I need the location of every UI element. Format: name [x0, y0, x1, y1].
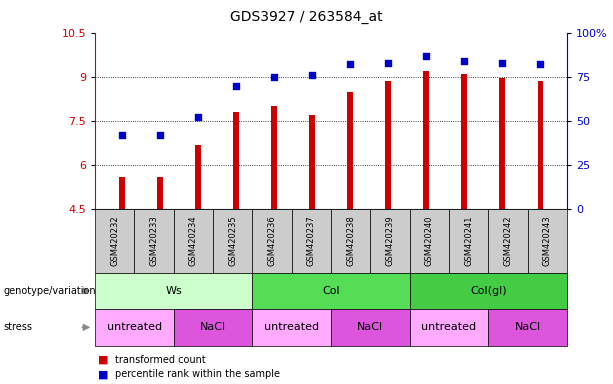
Bar: [331, 209, 370, 273]
Text: GSM420243: GSM420243: [543, 216, 552, 266]
Text: Ws: Ws: [166, 286, 182, 296]
Point: [459, 58, 469, 64]
Bar: [424, 71, 429, 209]
Bar: [213, 209, 253, 273]
Bar: [95, 209, 134, 273]
Text: GSM420235: GSM420235: [228, 216, 237, 266]
Bar: [233, 112, 238, 209]
Bar: [95, 309, 173, 346]
Text: ■: ■: [98, 369, 109, 379]
Text: GSM420234: GSM420234: [189, 216, 198, 266]
Point: [155, 132, 165, 138]
Bar: [489, 309, 567, 346]
Point: [307, 72, 317, 78]
Text: GSM420239: GSM420239: [386, 216, 395, 266]
Text: untreated: untreated: [422, 322, 476, 333]
Bar: [347, 91, 353, 209]
Text: ■: ■: [98, 355, 109, 365]
Text: NaCl: NaCl: [515, 322, 541, 333]
Bar: [119, 177, 124, 209]
Point: [269, 74, 279, 80]
Text: GDS3927 / 263584_at: GDS3927 / 263584_at: [230, 10, 383, 23]
Text: GSM420233: GSM420233: [150, 215, 159, 266]
Bar: [409, 273, 567, 309]
Text: genotype/variation: genotype/variation: [3, 286, 96, 296]
Point: [421, 53, 431, 59]
Point: [345, 61, 355, 68]
Point: [383, 60, 393, 66]
Point: [497, 60, 507, 66]
Text: transformed count: transformed count: [115, 355, 206, 365]
Bar: [271, 106, 277, 209]
Point: [193, 114, 203, 121]
Text: Col: Col: [322, 286, 340, 296]
Bar: [370, 209, 409, 273]
Bar: [462, 74, 467, 209]
Point: [536, 61, 546, 68]
Text: GSM420237: GSM420237: [307, 215, 316, 266]
Text: Col(gl): Col(gl): [470, 286, 507, 296]
Text: GSM420236: GSM420236: [267, 215, 276, 266]
Bar: [309, 115, 315, 209]
Text: GSM420241: GSM420241: [464, 216, 473, 266]
Bar: [292, 209, 331, 273]
Text: NaCl: NaCl: [200, 322, 226, 333]
Bar: [385, 81, 391, 209]
Bar: [449, 209, 489, 273]
Text: GSM420232: GSM420232: [110, 216, 119, 266]
Bar: [95, 273, 253, 309]
Text: NaCl: NaCl: [357, 322, 383, 333]
Bar: [331, 309, 409, 346]
Text: percentile rank within the sample: percentile rank within the sample: [115, 369, 280, 379]
Point: [116, 132, 126, 138]
Bar: [173, 209, 213, 273]
Bar: [528, 209, 567, 273]
Bar: [157, 177, 162, 209]
Text: GSM420238: GSM420238: [346, 215, 355, 266]
Bar: [173, 309, 253, 346]
Bar: [500, 78, 505, 209]
Text: GSM420240: GSM420240: [425, 216, 434, 266]
Text: GSM420242: GSM420242: [503, 216, 512, 266]
Bar: [253, 273, 409, 309]
Bar: [195, 144, 200, 209]
Bar: [253, 309, 331, 346]
Bar: [538, 81, 543, 209]
Bar: [134, 209, 173, 273]
Bar: [409, 309, 489, 346]
Bar: [489, 209, 528, 273]
Text: untreated: untreated: [107, 322, 162, 333]
Text: stress: stress: [3, 322, 32, 333]
Bar: [409, 209, 449, 273]
Bar: [253, 209, 292, 273]
Point: [231, 83, 241, 89]
Text: untreated: untreated: [264, 322, 319, 333]
